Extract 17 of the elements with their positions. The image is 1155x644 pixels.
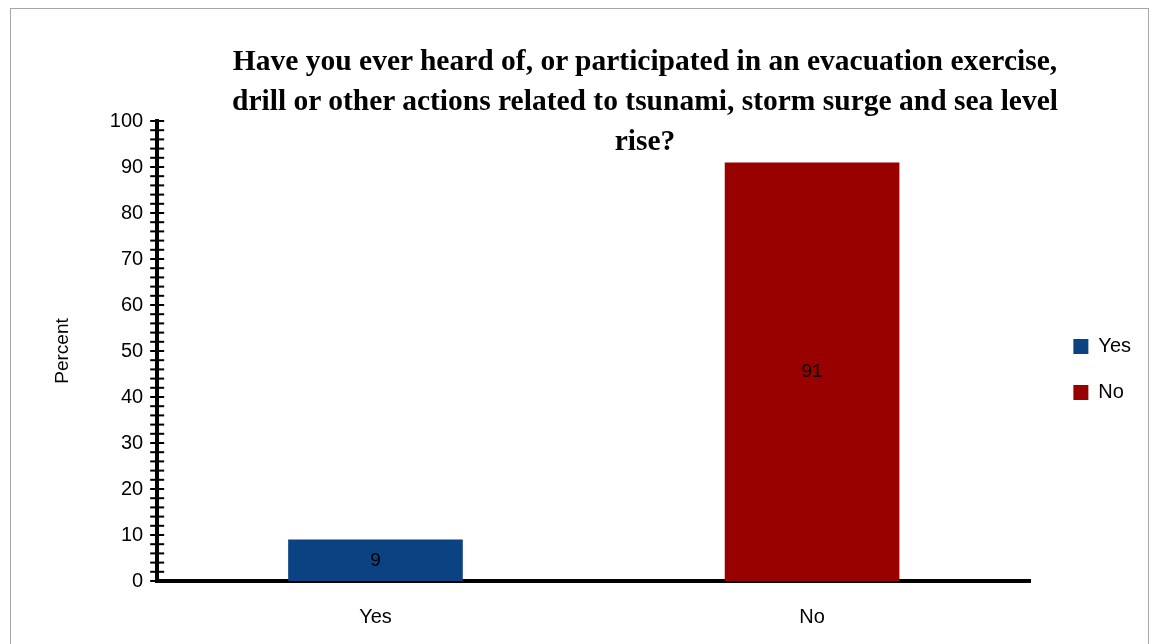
y-tick-label: 10 [120, 522, 144, 545]
data-label: 91 [801, 359, 823, 381]
legend-label: Yes [1098, 334, 1132, 357]
y-tick-label: 50 [120, 338, 144, 361]
y-axis-title: Percent [50, 317, 72, 384]
y-tick-label: 60 [120, 292, 144, 315]
y-tick-label: 90 [120, 154, 144, 177]
data-label: 9 [370, 548, 381, 570]
y-tick-label: 70 [120, 246, 144, 269]
y-tick-label: 30 [120, 430, 144, 453]
y-tick-label: 40 [120, 384, 144, 407]
y-tick-label: 20 [120, 476, 144, 499]
y-tick-label: 100 [109, 108, 144, 131]
y-tick-label: 0 [132, 568, 144, 591]
legend-label: No [1098, 380, 1124, 403]
chart-title: Have you ever heard of, or participated in an evacuation exercise, drill or other actions related to tsunami, storm surge and sea level rise? [231, 43, 1059, 158]
y-tick-label: 80 [120, 200, 144, 223]
